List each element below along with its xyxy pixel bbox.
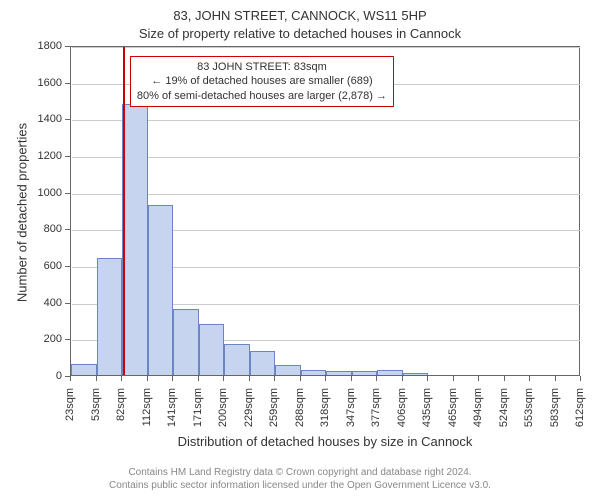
gridline [72,120,580,121]
y-tick-label: 1200 [30,150,62,162]
x-tick-mark [147,376,148,381]
x-tick-mark [580,376,581,381]
histogram-bar [199,324,225,375]
histogram-bar [326,371,352,375]
x-tick-label: 53sqm [90,388,102,438]
x-tick-label: 318sqm [319,388,331,438]
y-tick-label: 1600 [30,77,62,89]
chart-container: 83, JOHN STREET, CANNOCK, WS11 5HP Size … [0,0,600,500]
x-tick-mark [249,376,250,381]
histogram-bar [403,373,429,375]
x-tick-mark [121,376,122,381]
y-tick-label: 200 [30,333,62,345]
x-tick-label: 141sqm [166,388,178,438]
x-tick-label: 288sqm [294,388,306,438]
footer-line-2: Contains public sector information licen… [0,479,600,492]
x-tick-label: 465sqm [447,388,459,438]
y-tick-label: 800 [30,223,62,235]
histogram-bar [71,364,97,375]
histogram-bar [250,351,276,375]
title-main: 83, JOHN STREET, CANNOCK, WS11 5HP [0,8,600,23]
histogram-bar [301,370,327,376]
x-tick-mark [198,376,199,381]
annotation-line-2: ← 19% of detached houses are smaller (68… [137,74,387,88]
histogram-bar [97,258,123,375]
x-tick-mark [478,376,479,381]
title-sub: Size of property relative to detached ho… [0,26,600,41]
y-tick-label: 600 [30,260,62,272]
histogram-bar [173,309,199,375]
x-tick-label: 377sqm [370,388,382,438]
y-tick-label: 400 [30,297,62,309]
x-tick-mark [453,376,454,381]
x-tick-label: 553sqm [523,388,535,438]
x-tick-label: 171sqm [192,388,204,438]
gridline [72,47,580,48]
histogram-bar [122,104,148,375]
x-tick-mark [351,376,352,381]
x-tick-mark [223,376,224,381]
footer: Contains HM Land Registry data © Crown c… [0,466,600,492]
y-axis-label: Number of detached properties [15,113,30,313]
annotation-line-3: 80% of semi-detached houses are larger (… [137,89,387,103]
y-tick-label: 0 [30,370,62,382]
y-tick-label: 1400 [30,113,62,125]
gridline [72,157,580,158]
x-tick-mark [172,376,173,381]
y-tick-label: 1000 [30,187,62,199]
histogram-bar [377,370,403,376]
x-tick-mark [555,376,556,381]
x-tick-label: 435sqm [421,388,433,438]
x-tick-label: 23sqm [64,388,76,438]
x-tick-mark [427,376,428,381]
x-tick-label: 583sqm [549,388,561,438]
x-tick-label: 259sqm [268,388,280,438]
x-tick-label: 612sqm [574,388,586,438]
x-tick-label: 82sqm [115,388,127,438]
x-tick-mark [504,376,505,381]
x-tick-label: 200sqm [217,388,229,438]
property-marker-line [123,47,125,375]
x-tick-label: 524sqm [498,388,510,438]
x-tick-mark [376,376,377,381]
x-tick-mark [300,376,301,381]
x-tick-mark [402,376,403,381]
x-tick-mark [274,376,275,381]
histogram-bar [148,205,174,376]
histogram-bar [352,371,378,375]
x-tick-mark [96,376,97,381]
x-axis-label: Distribution of detached houses by size … [70,434,580,449]
histogram-bar [224,344,250,375]
x-tick-mark [70,376,71,381]
x-tick-label: 229sqm [243,388,255,438]
footer-line-1: Contains HM Land Registry data © Crown c… [0,466,600,479]
gridline [72,194,580,195]
x-tick-label: 112sqm [141,388,153,438]
y-tick-label: 1800 [30,40,62,52]
x-tick-label: 494sqm [472,388,484,438]
x-tick-label: 406sqm [396,388,408,438]
annotation-box: 83 JOHN STREET: 83sqm ← 19% of detached … [130,56,394,107]
annotation-line-1: 83 JOHN STREET: 83sqm [137,60,387,74]
x-tick-mark [529,376,530,381]
x-tick-mark [325,376,326,381]
histogram-bar [275,365,301,375]
x-tick-label: 347sqm [345,388,357,438]
